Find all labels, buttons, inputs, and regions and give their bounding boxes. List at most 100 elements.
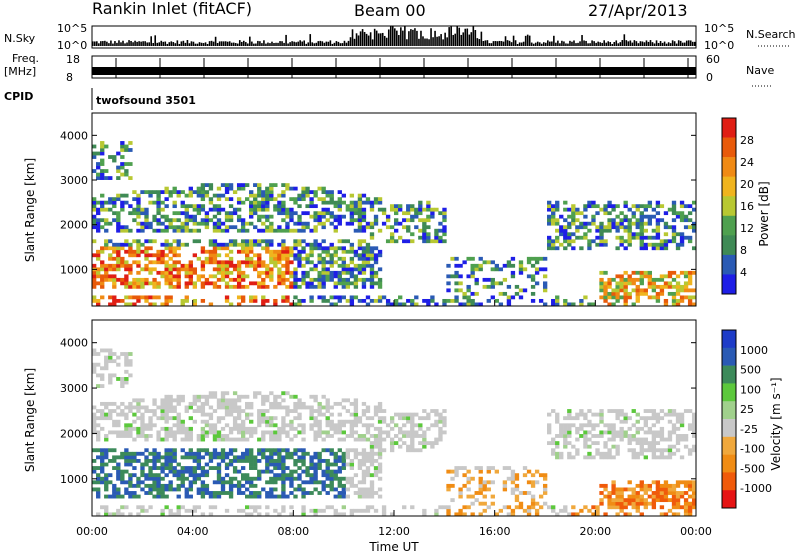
heatmap-cell — [341, 494, 346, 499]
heatmap-cell — [357, 193, 363, 198]
heatmap-cell — [228, 494, 234, 499]
heatmap-cell — [631, 498, 636, 503]
heatmap-cell — [551, 221, 556, 226]
heatmap-cell — [293, 200, 298, 205]
heatmap-cell — [168, 401, 173, 406]
nsky-bar — [621, 40, 624, 46]
heatmap-cell — [329, 274, 334, 279]
heatmap-cell — [136, 458, 141, 463]
heatmap-cell — [377, 284, 383, 289]
heatmap-cell — [176, 218, 181, 223]
heatmap-cell — [563, 508, 568, 513]
heatmap-cell — [128, 480, 133, 485]
heatmap-cell — [679, 204, 685, 209]
heatmap-cell — [156, 197, 161, 202]
heatmap-cell — [245, 412, 250, 417]
heatmap-cell — [204, 183, 210, 187]
nsky-bar — [659, 41, 662, 46]
heatmap-cell — [454, 466, 459, 470]
heatmap-cell — [196, 491, 202, 495]
heatmap-cell — [635, 221, 640, 226]
heatmap-cell — [265, 423, 270, 428]
heatmap-cell — [92, 197, 97, 202]
heatmap-cell — [647, 295, 653, 300]
heatmap-cell — [277, 274, 282, 279]
heatmap-cell — [228, 405, 234, 410]
heatmap-cell — [514, 284, 520, 289]
heatmap-cell — [482, 501, 487, 506]
heatmap-cell — [663, 487, 669, 492]
heatmap-cell — [269, 448, 274, 453]
heatmap-cell — [583, 232, 588, 237]
heatmap-cell — [381, 448, 387, 453]
heatmap-cell — [204, 398, 210, 403]
heatmap-cell — [257, 458, 262, 463]
nsky-bar — [693, 41, 696, 46]
heatmap-cell — [136, 277, 141, 282]
heatmap-cell — [92, 430, 97, 435]
heatmap-cell — [373, 458, 379, 463]
nsearch-tick-top: 10^5 — [704, 22, 734, 35]
heatmap-cell — [635, 426, 640, 431]
heatmap-cell — [466, 298, 471, 303]
heatmap-cell — [349, 412, 355, 417]
heatmap-cell — [281, 426, 286, 431]
heatmap-cell — [128, 204, 133, 209]
heatmap-cell — [232, 398, 238, 403]
heatmap-cell — [128, 455, 133, 460]
heatmap-cell — [92, 419, 97, 424]
heatmap-cell — [615, 501, 620, 506]
heatmap-cell — [305, 256, 310, 261]
heatmap-cell — [236, 263, 242, 268]
heatmap-cell — [92, 284, 97, 289]
nsky-bar — [375, 30, 378, 46]
heatmap-cell — [164, 277, 169, 282]
heatmap-cell — [579, 409, 584, 413]
heatmap-cell — [92, 151, 97, 156]
heatmap-cell — [675, 211, 681, 216]
heatmap-cell — [253, 476, 258, 481]
heatmap-cell — [220, 455, 226, 460]
heatmap-cell — [691, 480, 697, 485]
heatmap-cell — [240, 239, 246, 244]
heatmap-cell — [120, 172, 125, 177]
heatmap-cell — [559, 423, 564, 428]
heatmap-cell — [333, 246, 338, 251]
heatmap-cell — [301, 277, 306, 282]
heatmap-cell — [627, 480, 632, 485]
heatmap-cell — [188, 405, 193, 410]
heatmap-cell — [611, 434, 616, 438]
heatmap-cell — [361, 487, 367, 492]
heatmap-cell — [361, 260, 367, 265]
heatmap-cell — [329, 473, 334, 478]
heatmap-cell — [325, 398, 330, 403]
heatmap-cell — [655, 298, 661, 303]
heatmap-cell — [289, 218, 294, 223]
nsky-bar — [144, 41, 146, 46]
heatmap-cell — [333, 426, 338, 431]
heatmap-cell — [265, 239, 270, 244]
heatmap-cell — [301, 451, 306, 456]
heatmap-cell — [490, 295, 495, 300]
heatmap-cell — [228, 270, 234, 275]
heatmap-cell — [224, 186, 230, 191]
heatmap-cell — [232, 242, 238, 247]
nsky-bar — [271, 41, 273, 46]
heatmap-cell — [168, 242, 173, 247]
heatmap-cell — [281, 204, 286, 209]
heatmap-cell — [184, 494, 189, 499]
heatmap-cell — [591, 505, 596, 510]
heatmap-cell — [216, 419, 222, 424]
heatmap-cell — [547, 505, 552, 510]
heatmap-cell — [494, 281, 499, 286]
heatmap-cell — [373, 437, 379, 442]
heatmap-cell — [293, 302, 298, 307]
heatmap-cell — [337, 239, 342, 244]
heatmap-cell — [430, 239, 435, 244]
nsky-bar — [389, 26, 392, 46]
heatmap-cell — [269, 458, 274, 463]
heatmap-cell — [269, 391, 274, 396]
heatmap-cell — [357, 508, 363, 513]
heatmap-cell — [599, 434, 604, 438]
heatmap-cell — [655, 430, 661, 435]
